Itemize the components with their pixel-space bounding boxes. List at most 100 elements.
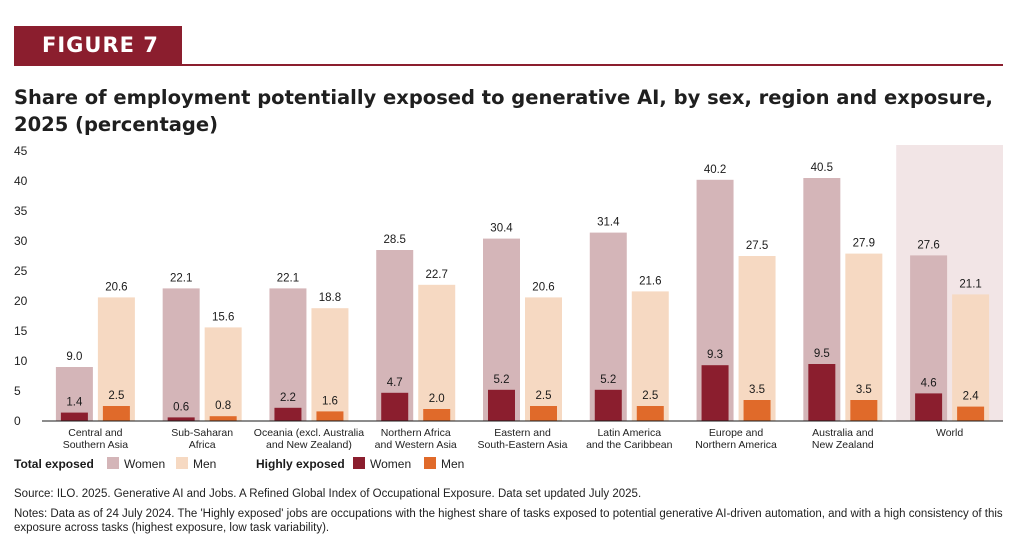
bar-total-men (738, 256, 776, 421)
x-category-label: Southern Asia (63, 439, 129, 451)
bar-high-men (423, 409, 451, 421)
bar-total-women (162, 288, 200, 421)
bar-total-men (631, 291, 669, 421)
x-category-label: and New Zealand) (266, 439, 352, 451)
data-label-high-men: 2.5 (642, 390, 658, 402)
bar-total-women (589, 232, 627, 421)
legend-group-label: Total exposed (14, 457, 94, 471)
legend-label: Men (193, 457, 216, 471)
data-label-total-women: 22.1 (170, 272, 192, 284)
x-category-label: Europe and (709, 427, 763, 439)
y-tick-label: 0 (14, 414, 21, 428)
x-category-label: Central and (68, 427, 122, 439)
y-tick-label: 20 (14, 294, 28, 308)
data-label-total-men: 15.6 (212, 311, 234, 323)
data-label-high-men: 3.5 (856, 384, 872, 396)
bar-high-men (530, 406, 557, 421)
data-label-high-women: 4.6 (921, 377, 937, 389)
data-label-total-men: 21.6 (639, 275, 661, 287)
bar-high-women (915, 393, 943, 421)
bar-high-men (316, 411, 344, 421)
bar-total-men (418, 284, 456, 421)
legend-swatch (176, 457, 188, 469)
legend-swatch (424, 457, 436, 469)
data-label-total-women: 31.4 (597, 217, 620, 229)
bar-high-women (594, 389, 622, 421)
data-label-total-women: 9.0 (66, 351, 82, 363)
bar-high-men (957, 406, 985, 421)
data-label-high-men: 2.5 (108, 390, 124, 402)
bar-high-women (167, 417, 195, 421)
source-note: Source: ILO. 2025. Generative AI and Job… (14, 488, 642, 500)
legend-group-label: Highly exposed (256, 457, 345, 471)
legend-swatch (107, 457, 119, 469)
bar-high-men (850, 400, 878, 421)
data-label-total-men: 20.6 (105, 281, 127, 293)
bar-high-women (274, 407, 302, 421)
data-label-total-men: 20.6 (532, 281, 554, 293)
data-label-high-men: 2.0 (429, 393, 445, 405)
legend-label: Men (441, 457, 464, 471)
x-category-label: Africa (189, 439, 216, 451)
bar-total-women (269, 288, 307, 421)
bar-total-men (97, 297, 135, 421)
y-tick-label: 35 (14, 204, 28, 218)
bar-high-women (808, 364, 836, 421)
bar-total-men (845, 253, 883, 421)
x-category-label: and the Caribbean (586, 439, 673, 451)
bar-high-men (102, 406, 130, 421)
data-label-total-women: 28.5 (384, 234, 406, 246)
x-category-label: Northern Africa (381, 427, 451, 439)
data-label-high-women: 9.5 (814, 348, 830, 360)
data-label-high-men: 0.8 (215, 400, 231, 412)
x-category-label: South-Eastern Asia (478, 439, 568, 451)
x-category-label: Eastern and (494, 427, 551, 439)
bar-total-men (311, 308, 349, 421)
data-label-high-women: 1.4 (66, 397, 83, 409)
y-tick-label: 25 (14, 264, 28, 278)
bar-total-men (525, 297, 562, 421)
y-tick-label: 30 (14, 234, 28, 248)
data-label-high-women: 5.2 (600, 374, 616, 386)
x-category-label: Northern America (695, 439, 777, 451)
bar-high-men (209, 416, 237, 421)
x-category-label: and Western Asia (375, 439, 457, 451)
legend-swatch (353, 457, 365, 469)
notes-text: Notes: Data as of 24 July 2024. The 'Hig… (14, 508, 1003, 534)
y-tick-label: 10 (14, 354, 28, 368)
bar-high-women (701, 365, 729, 421)
x-category-label: Australia and (812, 427, 873, 439)
x-category-label: Latin America (597, 427, 661, 439)
data-label-total-women: 40.5 (811, 162, 833, 174)
x-category-label: World (936, 427, 963, 439)
figure-badge: FIGURE 7 (14, 26, 182, 64)
data-label-total-men: 27.5 (746, 240, 768, 252)
data-label-total-men: 22.7 (426, 269, 448, 281)
data-label-high-men: 1.6 (322, 395, 338, 407)
bar-total-women (55, 367, 93, 421)
data-label-total-women: 30.4 (490, 223, 513, 235)
x-category-label: Oceania (excl. Australia (254, 427, 364, 439)
header-rule (14, 64, 1003, 66)
y-tick-label: 15 (14, 324, 28, 338)
data-label-total-men: 27.9 (853, 238, 875, 250)
data-label-high-women: 9.3 (707, 349, 723, 361)
y-tick-label: 45 (14, 144, 28, 158)
data-label-total-men: 18.8 (319, 292, 341, 304)
bar-high-women (60, 412, 88, 421)
bar-high-women (488, 389, 515, 421)
bar-high-women (381, 392, 409, 421)
y-tick-label: 5 (14, 384, 21, 398)
data-label-high-women: 5.2 (494, 374, 510, 386)
data-label-total-women: 27.6 (917, 239, 939, 251)
bar-high-men (743, 400, 771, 421)
legend-label: Women (370, 457, 411, 471)
data-label-total-men: 21.1 (959, 278, 981, 290)
data-label-high-women: 0.6 (173, 401, 189, 413)
bar-total-women (376, 250, 414, 421)
data-label-high-women: 4.7 (387, 377, 403, 389)
bar-total-men (204, 327, 242, 421)
data-label-total-women: 40.2 (704, 164, 726, 176)
bar-high-men (636, 406, 664, 421)
